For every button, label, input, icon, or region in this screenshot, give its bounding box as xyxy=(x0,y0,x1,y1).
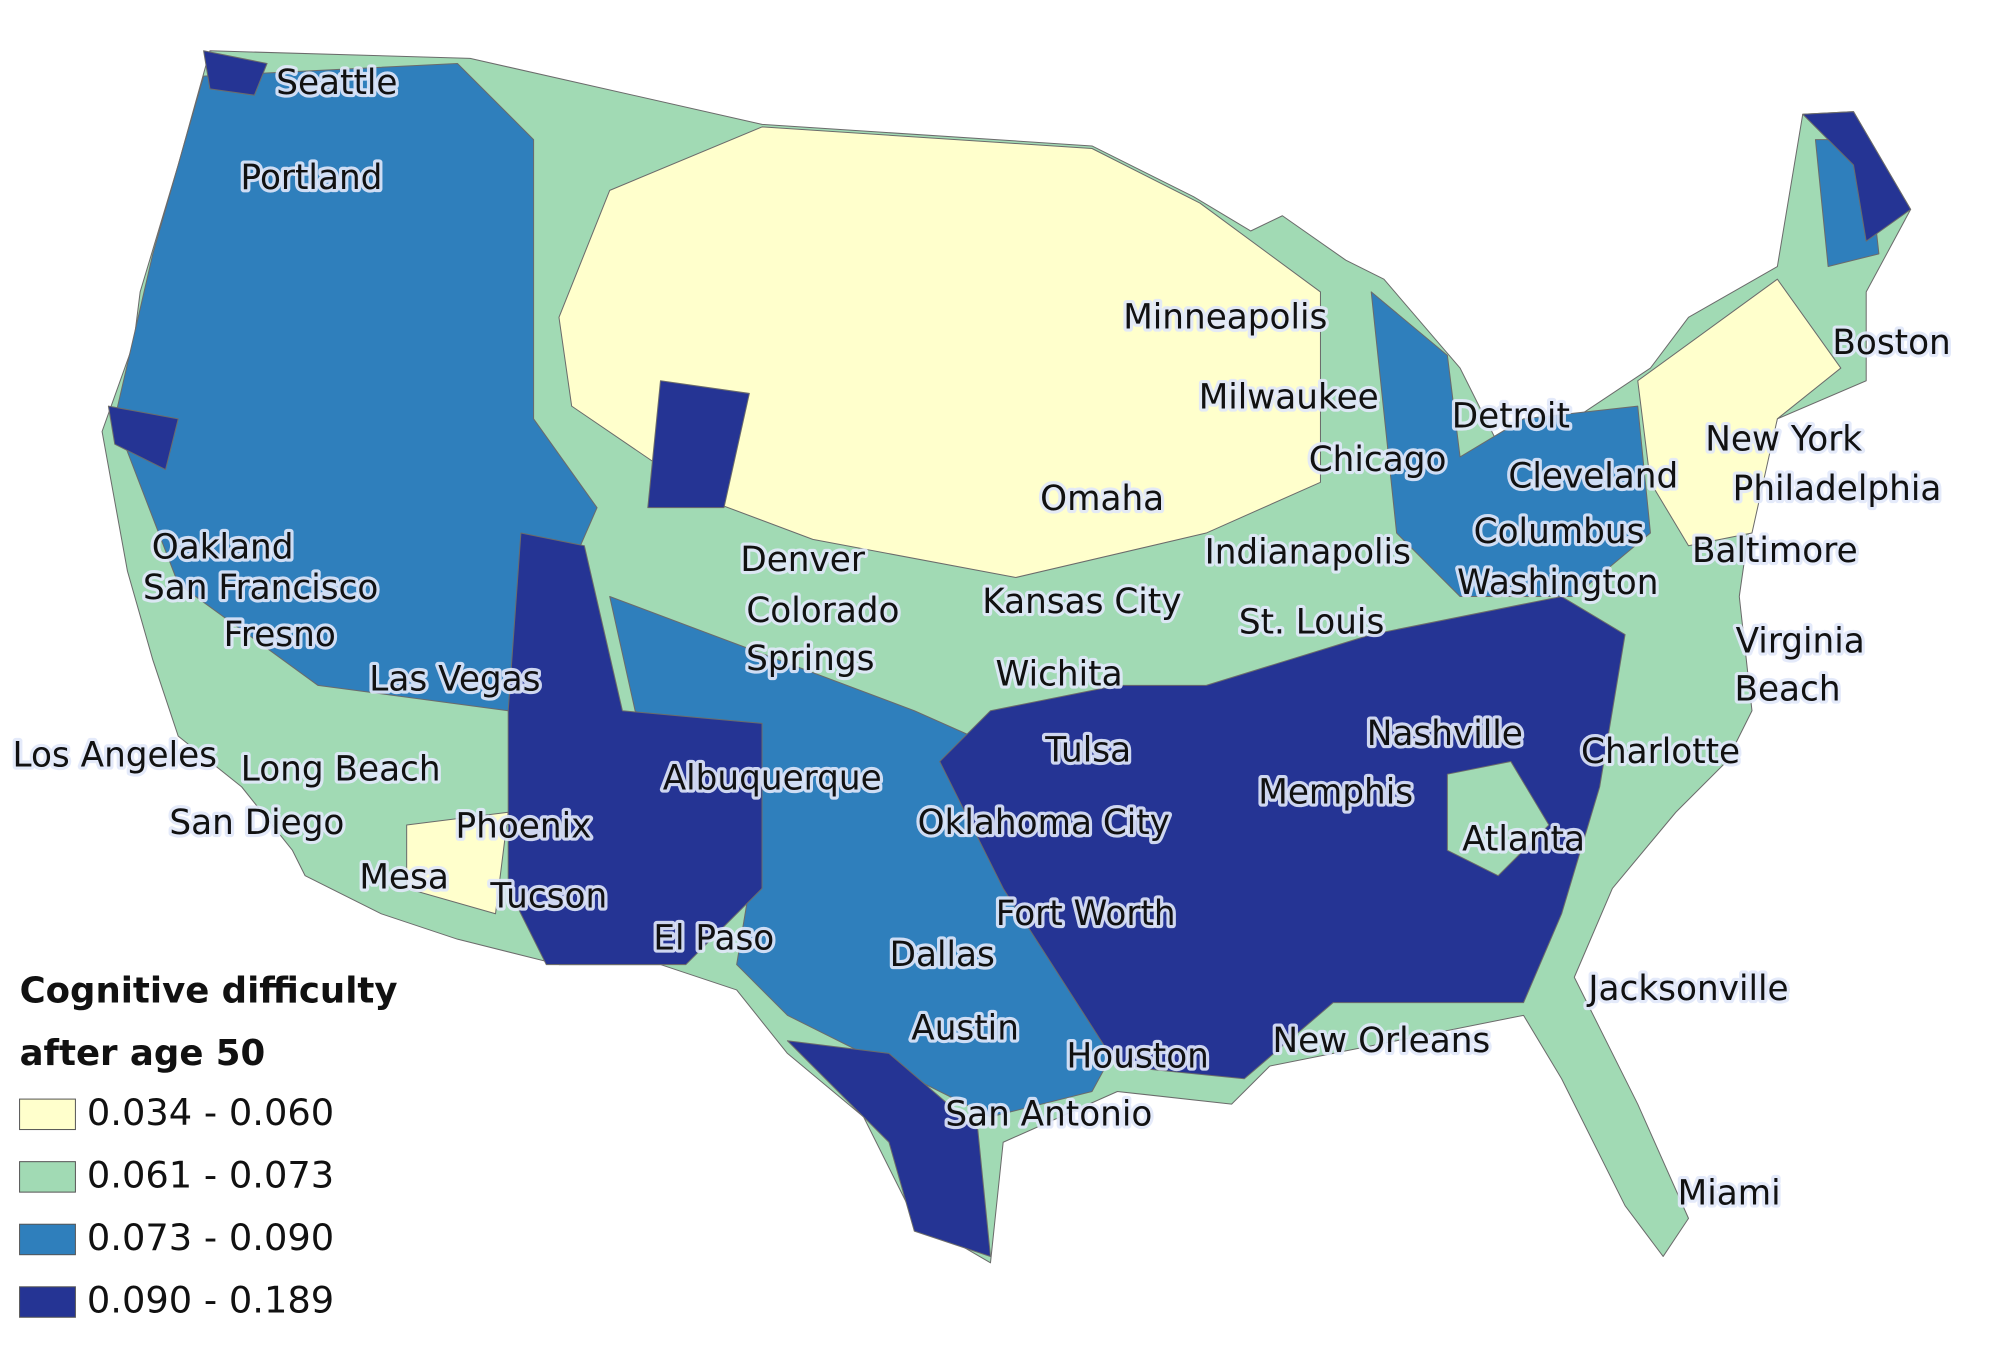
city-label: Oklahoma City xyxy=(918,803,1170,843)
legend-label: 0.061 - 0.073 xyxy=(87,1153,334,1196)
city-label: San Antonio xyxy=(945,1095,1152,1135)
city-label: Memphis xyxy=(1258,772,1413,812)
city-label: Cleveland xyxy=(1508,456,1678,496)
legend: Cognitive difficulty after age 50 0.034 - … xyxy=(19,971,398,1322)
city-label: Indianapolis xyxy=(1205,533,1411,573)
city-label: San Francisco xyxy=(143,568,378,608)
city-label: Kansas City xyxy=(982,582,1181,622)
region xyxy=(786,1040,991,1257)
city-label: Los Angeles xyxy=(12,736,217,776)
city-label: Milwaukee xyxy=(1199,378,1379,418)
city-label: Virginia xyxy=(1736,621,1865,661)
region xyxy=(939,595,1626,1080)
region xyxy=(1802,111,1912,242)
city-label: Omaha xyxy=(1040,479,1164,519)
city-label: Beach xyxy=(1734,670,1840,710)
city-label: Seattle xyxy=(276,63,397,103)
city-label: St. Louis xyxy=(1239,602,1384,642)
legend-label: 0.073 - 0.090 xyxy=(87,1216,334,1259)
legend-title: after age 50 xyxy=(20,1033,266,1074)
region xyxy=(1637,278,1842,547)
city-label: Philadelphia xyxy=(1733,469,1942,509)
city-label: New Orleans xyxy=(1272,1021,1490,1061)
city-label: Columbus xyxy=(1474,512,1645,552)
city-labels: Seattle Portland Minneapolis Boston Milwauke… xyxy=(9,60,1954,1217)
city-label: Detroit xyxy=(1452,397,1570,437)
region xyxy=(507,532,763,966)
city-label: Jacksonville xyxy=(1586,969,1788,1009)
city-label: Denver xyxy=(740,540,865,580)
legend-label: 0.034 - 0.060 xyxy=(87,1091,334,1134)
region xyxy=(107,405,179,471)
city-label: Phoenix xyxy=(455,807,591,847)
region xyxy=(1446,760,1550,877)
city-label: New York xyxy=(1705,420,1862,460)
legend-title: Cognitive difficulty xyxy=(20,971,398,1012)
legend-swatch xyxy=(19,1098,76,1131)
city-label: Las Vegas xyxy=(369,659,540,699)
city-label: Houston xyxy=(1067,1036,1209,1076)
city-label: Fresno xyxy=(224,615,336,655)
city-label: Tulsa xyxy=(1044,730,1131,770)
regions xyxy=(101,50,1912,1264)
city-label: Chicago xyxy=(1309,440,1447,480)
city-label: Fort Worth xyxy=(996,894,1176,934)
city-label: Washington xyxy=(1457,563,1658,603)
city-label: Boston xyxy=(1832,323,1950,363)
legend-swatch xyxy=(19,1286,76,1318)
city-label: Albuquerque xyxy=(663,758,882,798)
city-label: Oakland xyxy=(152,527,294,567)
region xyxy=(647,380,750,509)
region xyxy=(203,50,268,96)
city-label: Springs xyxy=(746,639,874,679)
city-label: Minneapolis xyxy=(1123,298,1327,338)
city-label: Baltimore xyxy=(1692,531,1858,571)
legend-label: 0.090 - 0.189 xyxy=(87,1279,334,1322)
city-label: Dallas xyxy=(890,935,995,975)
region xyxy=(1370,291,1651,598)
city-label: Mesa xyxy=(359,857,448,897)
city-label: Miami xyxy=(1678,1173,1781,1213)
city-label: Austin xyxy=(911,1008,1019,1048)
city-label: Atlanta xyxy=(1462,819,1585,859)
city-label: Charlotte xyxy=(1581,732,1740,772)
city-label: El Paso xyxy=(653,918,774,958)
region xyxy=(558,126,1321,578)
legend-swatch xyxy=(19,1223,76,1256)
region xyxy=(406,811,509,915)
city-label: Portland xyxy=(241,158,383,198)
city-label: Nashville xyxy=(1367,714,1523,754)
city-label: Tucson xyxy=(489,876,607,916)
city-label: Wichita xyxy=(995,654,1122,694)
city-label: Colorado xyxy=(746,591,899,631)
legend-swatch xyxy=(19,1161,76,1193)
city-label: Long Beach xyxy=(241,750,441,790)
city-label: San Diego xyxy=(169,803,344,843)
